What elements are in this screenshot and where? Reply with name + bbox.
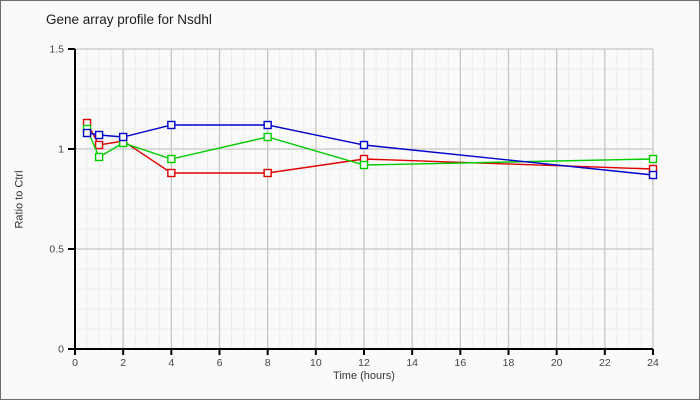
red-series-marker bbox=[263, 168, 272, 178]
blue-series-marker bbox=[648, 170, 658, 180]
x-tick-label: 8 bbox=[265, 357, 271, 369]
y-tick-label: 0 bbox=[58, 344, 64, 356]
blue-series-marker bbox=[94, 130, 104, 140]
y-tick-label: 1.5 bbox=[49, 44, 64, 56]
x-tick-label: 14 bbox=[406, 357, 418, 369]
x-tick-label: 0 bbox=[72, 357, 78, 369]
chart-title: Gene array profile for Nsdhl bbox=[46, 12, 212, 27]
red-series-marker bbox=[94, 140, 104, 150]
x-tick-label: 22 bbox=[599, 357, 611, 369]
y-axis-label: Ratio to Ctrl bbox=[13, 170, 26, 229]
x-tick-label: 4 bbox=[168, 357, 174, 369]
blue-series-marker bbox=[167, 120, 176, 130]
x-tick-label: 18 bbox=[503, 357, 515, 369]
blue-series-marker bbox=[118, 132, 128, 142]
y-tick-label: 0.5 bbox=[49, 244, 64, 256]
x-tick-label: 20 bbox=[551, 357, 563, 369]
x-tick-label: 12 bbox=[358, 357, 370, 369]
red-series-marker bbox=[167, 168, 176, 178]
green-series-marker bbox=[263, 132, 272, 142]
blue-series-marker bbox=[263, 120, 272, 130]
green-series-marker bbox=[648, 154, 658, 164]
y-tick-label: 1 bbox=[58, 144, 64, 156]
green-series-marker bbox=[167, 154, 176, 164]
x-tick-label: 6 bbox=[217, 357, 223, 369]
blue-series-marker bbox=[359, 140, 369, 150]
green-series-marker bbox=[94, 152, 104, 162]
green-series-marker bbox=[359, 160, 369, 170]
x-tick-label: 24 bbox=[647, 357, 659, 369]
blue-series-marker bbox=[82, 128, 92, 138]
x-tick-label: 10 bbox=[310, 357, 322, 369]
x-tick-label: 2 bbox=[120, 357, 126, 369]
x-tick-label: 16 bbox=[454, 357, 466, 369]
x-axis-label: Time (hours) bbox=[333, 370, 395, 382]
